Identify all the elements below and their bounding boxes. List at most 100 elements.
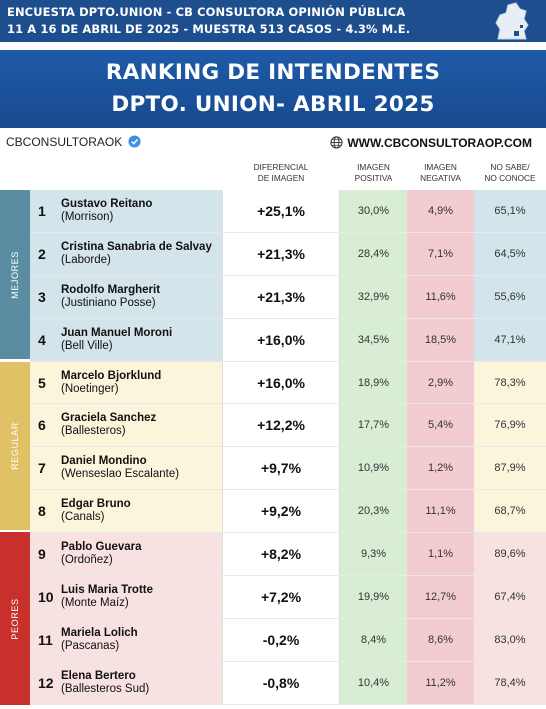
mayor-name: Pablo Guevara — [61, 541, 221, 554]
positive-value: 19,9% — [340, 576, 407, 618]
table-row: 9 Pablo Guevara (Ordoñez) +8,2% 9,3% 1,1%… — [30, 533, 546, 576]
ranking-title-line1: RANKING DE INTENDENTES — [0, 60, 546, 85]
positive-value: 9,3% — [340, 533, 407, 575]
mayor-town: (Pascanas) — [61, 640, 221, 653]
unknown-value: 67,4% — [474, 576, 546, 618]
table-row: 2 Cristina Sanabria de Salvay (Laborde) +… — [30, 233, 546, 276]
table-row: 7 Daniel Mondino (Wenseslao Escalante) +9… — [30, 447, 546, 490]
mayor-info: Luis Maria Trotte (Monte Maíz) — [61, 576, 221, 618]
column-header-positive: IMAGEN POSITIVA — [340, 162, 407, 184]
unknown-value: 87,9% — [474, 447, 546, 489]
differential-value: +9,2% — [222, 490, 340, 532]
mayor-info: Rodolfo Margherit (Justiniano Posse) — [61, 276, 221, 318]
positive-value: 8,4% — [340, 619, 407, 661]
negative-value: 18,5% — [407, 319, 474, 361]
table-row: 1 Gustavo Reitano (Morrison) +25,1% 30,0%… — [30, 190, 546, 233]
negative-value: 7,1% — [407, 233, 474, 275]
rank-number: 1 — [38, 190, 46, 232]
mayor-town: (Ballesteros Sud) — [61, 683, 221, 696]
differential-value: +16,0% — [222, 319, 340, 361]
negative-value: 8,6% — [407, 619, 474, 661]
mayor-town: (Morrison) — [61, 211, 221, 224]
mayor-info: Cristina Sanabria de Salvay (Laborde) — [61, 233, 221, 275]
mayor-town: (Bell Ville) — [61, 340, 221, 353]
unknown-value: 64,5% — [474, 233, 546, 275]
ranking-table: 1 Gustavo Reitano (Morrison) +25,1% 30,0%… — [30, 190, 546, 705]
ranking-title: RANKING DE INTENDENTES DPTO. UNION- ABRI… — [0, 50, 546, 128]
survey-header-line1: ENCUESTA DPTO.UNION - CB CONSULTORA OPIN… — [7, 5, 405, 19]
map-icon — [490, 1, 534, 41]
mayor-name: Luis Maria Trotte — [61, 584, 221, 597]
differential-value: +16,0% — [222, 362, 340, 404]
mayor-town: (Canals) — [61, 511, 221, 524]
group-label-best: MEJORES — [0, 190, 30, 359]
positive-value: 10,4% — [340, 662, 407, 704]
differential-value: -0,8% — [222, 662, 340, 704]
negative-value: 11,1% — [407, 490, 474, 532]
positive-value: 30,0% — [340, 190, 407, 232]
mayor-name: Cristina Sanabria de Salvay — [61, 241, 221, 254]
ranking-title-line2: DPTO. UNION- ABRIL 2025 — [0, 92, 546, 117]
website-url: WWW.CBCONSULTORAOP.COM — [347, 136, 532, 150]
unknown-value: 83,0% — [474, 619, 546, 661]
survey-header-line2: 11 A 16 DE ABRIL DE 2025 - MUESTRA 513 C… — [7, 22, 410, 36]
mayor-info: Graciela Sanchez (Ballesteros) — [61, 404, 221, 446]
rank-number: 6 — [38, 404, 46, 446]
negative-value: 4,9% — [407, 190, 474, 232]
mayor-town: (Justiniano Posse) — [61, 297, 221, 310]
unknown-value: 78,4% — [474, 662, 546, 704]
negative-value: 11,6% — [407, 276, 474, 318]
table-row: 12 Elena Bertero (Ballesteros Sud) -0,8% … — [30, 662, 546, 705]
rank-number: 3 — [38, 276, 46, 318]
negative-value: 5,4% — [407, 404, 474, 446]
rank-number: 9 — [38, 533, 46, 575]
mayor-name: Marcelo Bjorklund — [61, 370, 221, 383]
differential-value: +9,7% — [222, 447, 340, 489]
negative-value: 2,9% — [407, 362, 474, 404]
table-row: 6 Graciela Sanchez (Ballesteros) +12,2% 1… — [30, 404, 546, 447]
negative-value: 1,2% — [407, 447, 474, 489]
brand-name: CBCONSULTORAOK — [6, 135, 122, 149]
rank-number: 7 — [38, 447, 46, 489]
unknown-value: 78,3% — [474, 362, 546, 404]
rank-number: 12 — [38, 662, 54, 704]
table-row: 11 Mariela Lolich (Pascanas) -0,2% 8,4% 8… — [30, 619, 546, 662]
verified-check-icon — [128, 135, 141, 148]
mayor-info: Pablo Guevara (Ordoñez) — [61, 533, 221, 575]
rank-number: 11 — [38, 619, 53, 661]
mayor-info: Elena Bertero (Ballesteros Sud) — [61, 662, 221, 704]
unknown-value: 65,1% — [474, 190, 546, 232]
survey-header: ENCUESTA DPTO.UNION - CB CONSULTORA OPIN… — [0, 0, 546, 42]
mayor-name: Mariela Lolich — [61, 627, 221, 640]
differential-value: -0,2% — [222, 619, 340, 661]
mayor-info: Edgar Bruno (Canals) — [61, 490, 221, 532]
differential-value: +21,3% — [222, 276, 340, 318]
rank-number: 8 — [38, 490, 46, 532]
mayor-town: (Wenseslao Escalante) — [61, 468, 221, 481]
mayor-name: Graciela Sanchez — [61, 412, 221, 425]
positive-value: 20,3% — [340, 490, 407, 532]
rank-number: 2 — [38, 233, 46, 275]
negative-value: 12,7% — [407, 576, 474, 618]
mayor-town: (Monte Maíz) — [61, 597, 221, 610]
mayor-name: Juan Manuel Moroni — [61, 327, 221, 340]
table-row: 5 Marcelo Bjorklund (Noetinger) +16,0% 18… — [30, 362, 546, 405]
rank-number: 4 — [38, 319, 46, 361]
table-row: 10 Luis Maria Trotte (Monte Maíz) +7,2% 1… — [30, 576, 546, 619]
differential-value: +12,2% — [222, 404, 340, 446]
positive-value: 10,9% — [340, 447, 407, 489]
unknown-value: 76,9% — [474, 404, 546, 446]
positive-value: 28,4% — [340, 233, 407, 275]
mayor-info: Juan Manuel Moroni (Bell Ville) — [61, 319, 221, 361]
table-row: 8 Edgar Bruno (Canals) +9,2% 20,3% 11,1% … — [30, 490, 546, 533]
column-header-differential: DIFERENCIAL DE IMAGEN — [222, 162, 340, 184]
mayor-name: Rodolfo Margherit — [61, 284, 221, 297]
negative-value: 11,2% — [407, 662, 474, 704]
mayor-name: Daniel Mondino — [61, 455, 221, 468]
rank-number: 5 — [38, 362, 46, 404]
mayor-info: Daniel Mondino (Wenseslao Escalante) — [61, 447, 221, 489]
unknown-value: 55,6% — [474, 276, 546, 318]
globe-icon — [330, 136, 343, 149]
differential-value: +21,3% — [222, 233, 340, 275]
differential-value: +25,1% — [222, 190, 340, 232]
